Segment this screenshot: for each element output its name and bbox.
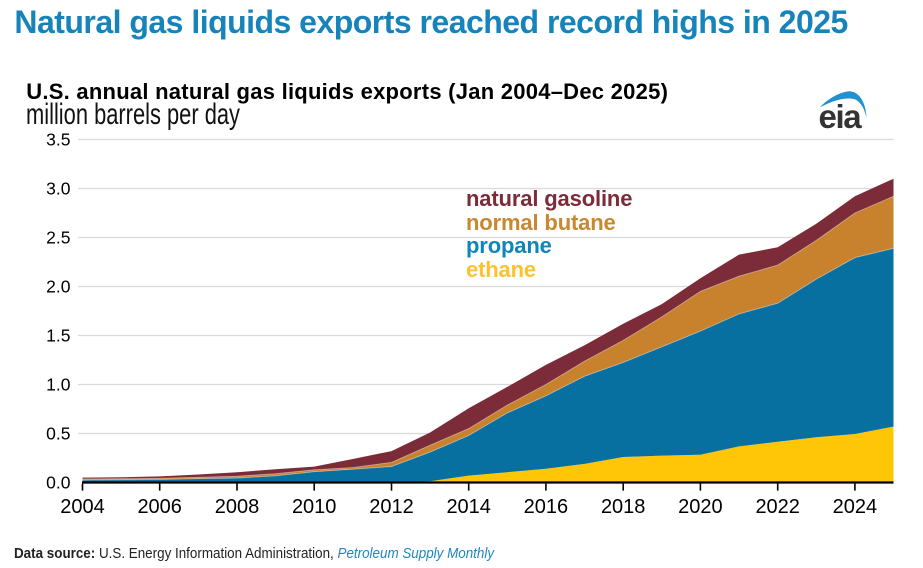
svg-text:2.0: 2.0 [46,277,71,297]
svg-text:2004: 2004 [60,496,105,518]
svg-text:0.0: 0.0 [46,473,71,493]
svg-text:2010: 2010 [292,496,337,518]
svg-text:3.0: 3.0 [46,179,71,199]
svg-text:2022: 2022 [755,496,800,518]
svg-text:1.5: 1.5 [46,326,70,346]
svg-text:2014: 2014 [446,496,491,518]
svg-text:1.0: 1.0 [46,375,71,395]
svg-text:2024: 2024 [833,496,878,518]
svg-text:0.5: 0.5 [46,424,70,444]
svg-text:2006: 2006 [137,496,182,518]
svg-text:2.5: 2.5 [46,228,70,248]
svg-text:2012: 2012 [369,496,414,518]
svg-text:2020: 2020 [678,496,723,518]
svg-text:eia: eia [819,98,863,135]
svg-text:2008: 2008 [215,496,260,518]
svg-text:2016: 2016 [524,496,569,518]
svg-text:2018: 2018 [601,496,646,518]
svg-text:3.5: 3.5 [46,130,70,150]
